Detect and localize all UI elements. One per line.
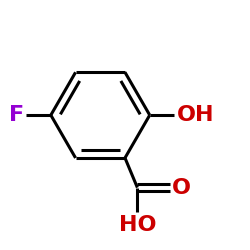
- Text: HO: HO: [118, 215, 156, 235]
- Text: OH: OH: [177, 105, 214, 125]
- Text: F: F: [8, 105, 24, 125]
- Text: O: O: [172, 178, 191, 198]
